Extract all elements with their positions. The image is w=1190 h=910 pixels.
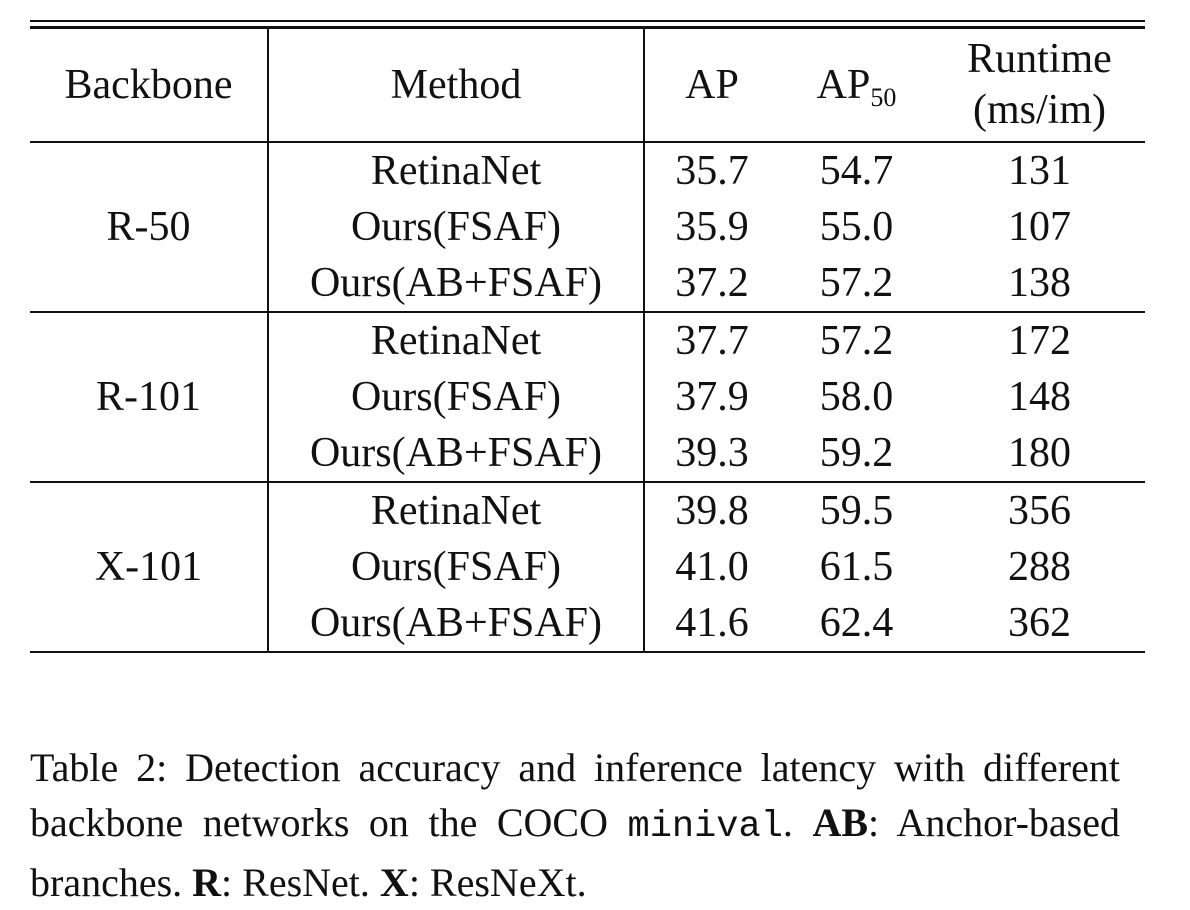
runtime-cell: 138 xyxy=(934,255,1145,313)
ap50-cell: 57.2 xyxy=(779,255,934,313)
method-cell: Ours(FSAF) xyxy=(268,199,645,255)
table-row: X-101 RetinaNet 39.8 59.5 356 xyxy=(30,482,1145,653)
header-backbone: Backbone xyxy=(30,27,269,142)
method-cell: RetinaNet xyxy=(268,482,645,539)
ap50-cell: 61.5 xyxy=(819,544,894,590)
caption-text-2: . xyxy=(782,800,813,845)
table-header: Backbone Method AP AP50 Runtime (ms/im) xyxy=(30,27,1145,143)
method-cell: Ours(AB+FSAF) xyxy=(268,595,645,653)
caption-dataset-split: minival xyxy=(627,806,783,848)
runtime-cell: 148 xyxy=(1008,374,1071,420)
method-cell: Ours(FSAF) xyxy=(268,369,645,425)
runtime-cell: 107 xyxy=(1008,204,1071,250)
table-row: R-50 RetinaNet 35.7 54.7 131 xyxy=(30,142,1145,313)
header-runtime-line2: (ms/im) xyxy=(972,87,1106,133)
runtime-cell: 172 xyxy=(1008,318,1071,364)
method-cell: RetinaNet xyxy=(268,312,645,369)
backbone-cell: X-101 xyxy=(30,482,269,653)
method-cell: RetinaNet xyxy=(268,142,645,199)
ap50-cell: 58.0 xyxy=(819,374,894,420)
table-caption: Table 2: Detection accuracy and inferenc… xyxy=(30,740,1120,910)
caption-x-term: X xyxy=(379,860,409,905)
backbone-cell: R-101 xyxy=(30,312,269,483)
ap-cell: 35.7 xyxy=(675,148,749,194)
results-table-figure: Backbone Method AP AP50 Runtime (ms/im) … xyxy=(30,20,1145,653)
table-row: Ours(AB+FSAF) 41.6 62.4 362 xyxy=(30,595,1145,653)
ap50-cell: 54.7 xyxy=(819,148,894,194)
runtime-cell: 362 xyxy=(934,595,1145,653)
table-row: Ours(FSAF) 37.9 58.0 148 xyxy=(30,369,1145,425)
table-row: Ours(AB+FSAF) 37.2 57.2 138 xyxy=(30,255,1145,313)
header-runtime-line1: Runtime xyxy=(967,35,1112,82)
ap-cell: 41.6 xyxy=(644,595,779,653)
top-rule xyxy=(30,20,1145,22)
ap-cell: 41.0 xyxy=(675,544,749,590)
caption-r-term: R xyxy=(192,860,222,905)
runtime-cell: 288 xyxy=(1008,544,1071,590)
ap-cell: 37.7 xyxy=(675,318,749,364)
header-ap50-base: AP xyxy=(816,62,871,108)
table-body: R-50 RetinaNet 35.7 54.7 131 Ours(FSAF) … xyxy=(30,142,1145,653)
caption-r-definition: : ResNet. xyxy=(221,860,380,905)
table-row: Ours(FSAF) 41.0 61.5 288 xyxy=(30,539,1145,595)
ap-cell: 39.3 xyxy=(644,425,779,483)
table-row: Ours(AB+FSAF) 39.3 59.2 180 xyxy=(30,425,1145,483)
ap50-cell: 59.2 xyxy=(779,425,934,483)
runtime-cell: 180 xyxy=(934,425,1145,483)
method-cell: Ours(FSAF) xyxy=(268,539,645,595)
caption-x-definition: : ResNeXt. xyxy=(408,860,587,905)
header-method: Method xyxy=(268,27,645,142)
ap50-cell: 59.5 xyxy=(819,488,894,534)
method-cell: Ours(AB+FSAF) xyxy=(268,255,645,313)
header-ap50-subscript: 50 xyxy=(870,83,897,112)
table-row: R-101 RetinaNet 37.7 57.2 172 xyxy=(30,312,1145,483)
runtime-cell: 131 xyxy=(1008,148,1071,194)
ap50-cell: 55.0 xyxy=(819,204,894,250)
ap50-cell: 57.2 xyxy=(819,318,894,364)
table-row: Ours(FSAF) 35.9 55.0 107 xyxy=(30,199,1145,255)
caption-text-1: Table 2: Detection accuracy and inferenc… xyxy=(30,745,1120,845)
ap50-cell: 62.4 xyxy=(779,595,934,653)
results-table: Backbone Method AP AP50 Runtime (ms/im) … xyxy=(30,26,1145,653)
caption-ab-term: AB xyxy=(812,800,869,845)
method-cell: Ours(AB+FSAF) xyxy=(268,425,645,483)
header-runtime: Runtime (ms/im) xyxy=(934,28,1145,143)
ap-cell: 39.8 xyxy=(675,488,749,534)
ap-cell: 37.9 xyxy=(675,374,749,420)
header-ap50: AP50 xyxy=(779,28,934,143)
backbone-cell: R-50 xyxy=(30,142,269,313)
header-ap: AP xyxy=(685,62,739,108)
runtime-cell: 356 xyxy=(1008,488,1071,534)
header-row: Backbone Method AP AP50 Runtime (ms/im) xyxy=(30,27,1145,143)
ap-cell: 37.2 xyxy=(644,255,779,313)
ap-cell: 35.9 xyxy=(675,204,749,250)
